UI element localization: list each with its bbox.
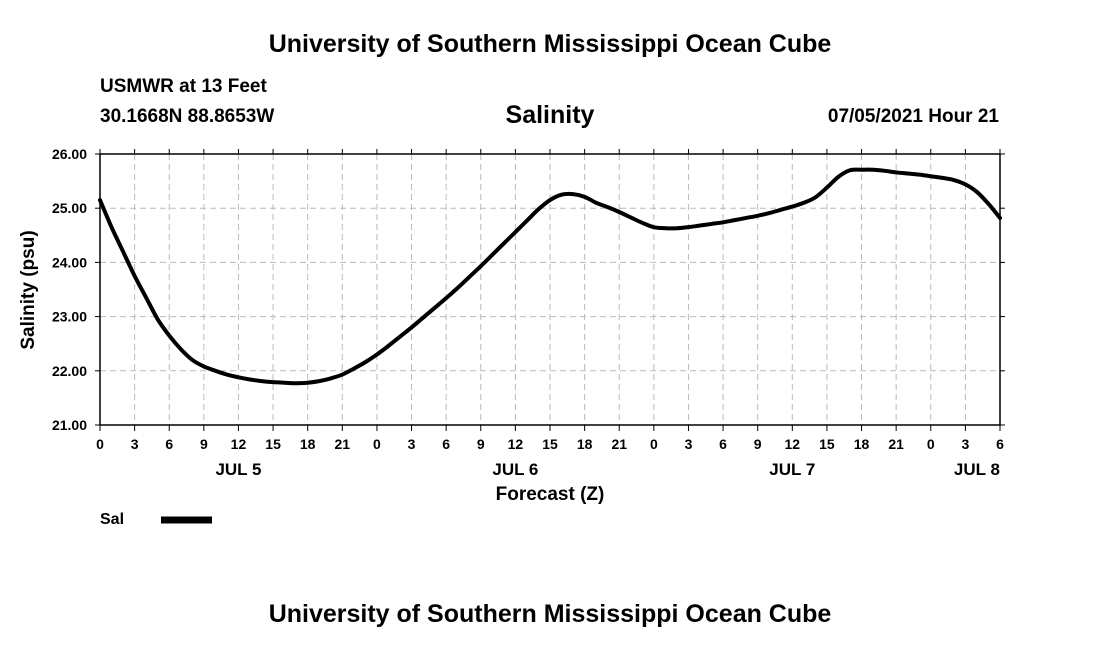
- y-tick-label: 21.00: [52, 417, 87, 433]
- legend-label: Sal: [100, 511, 124, 528]
- x-tick-label: 21: [888, 436, 904, 452]
- day-label: JUL 7: [769, 460, 815, 479]
- y-tick-label: 23.00: [52, 309, 87, 325]
- footer-title: University of Southern Mississippi Ocean…: [268, 600, 832, 628]
- x-tick-label: 21: [611, 436, 627, 452]
- page-title: University of Southern Mississippi Ocean…: [268, 30, 832, 58]
- x-tick-label: 12: [508, 436, 524, 452]
- x-tick-label: 6: [996, 436, 1004, 452]
- x-axis-title: Forecast (Z): [496, 484, 605, 505]
- x-tick-label: 0: [373, 436, 381, 452]
- x-tick-label: 15: [542, 436, 558, 452]
- x-tick-label: 0: [96, 436, 104, 452]
- y-tick-label: 26.00: [52, 146, 87, 162]
- y-tick-label: 24.00: [52, 254, 87, 270]
- x-tick-label: 6: [719, 436, 727, 452]
- x-tick-label: 3: [408, 436, 416, 452]
- label-layer: 21.00 22.00 23.00 24.00 25.00 26.00 0 3 6 9 12 15 18…: [52, 146, 1004, 479]
- x-tick-label: 21: [335, 436, 351, 452]
- x-tick-label: 3: [131, 436, 139, 452]
- y-tick-label: 22.00: [52, 363, 87, 379]
- x-tick-label: 9: [477, 436, 485, 452]
- x-tick-label: 15: [819, 436, 835, 452]
- x-tick-label: 0: [650, 436, 658, 452]
- chart-title: Salinity: [505, 101, 595, 129]
- forecast-timestamp: 07/05/2021 Hour 21: [827, 106, 999, 127]
- x-tick-label: 3: [961, 436, 969, 452]
- series-line-sal: [98, 167, 1002, 386]
- tick-layer: [95, 149, 1005, 431]
- x-tick-label: 18: [300, 436, 316, 452]
- x-tick-label: 0: [927, 436, 935, 452]
- x-tick-label: 3: [685, 436, 693, 452]
- day-label: JUL 6: [492, 460, 538, 479]
- x-tick-label: 12: [231, 436, 247, 452]
- x-tick-label: 12: [785, 436, 801, 452]
- grid-layer: [100, 154, 1000, 425]
- x-tick-label: 6: [165, 436, 173, 452]
- x-tick-label: 6: [442, 436, 450, 452]
- x-tick-label: 9: [754, 436, 762, 452]
- day-label: JUL 5: [215, 460, 261, 479]
- station-label: USMWR at 13 Feet: [100, 76, 267, 97]
- x-tick-label: 15: [265, 436, 281, 452]
- day-label: JUL 8: [954, 460, 1000, 479]
- y-axis-title: Salinity (psu): [18, 230, 39, 349]
- x-tick-label: 18: [577, 436, 593, 452]
- coordinates-label: 30.1668N 88.8653W: [100, 106, 275, 127]
- x-tick-label: 9: [200, 436, 208, 452]
- x-tick-label: 18: [854, 436, 870, 452]
- y-tick-label: 25.00: [52, 200, 87, 216]
